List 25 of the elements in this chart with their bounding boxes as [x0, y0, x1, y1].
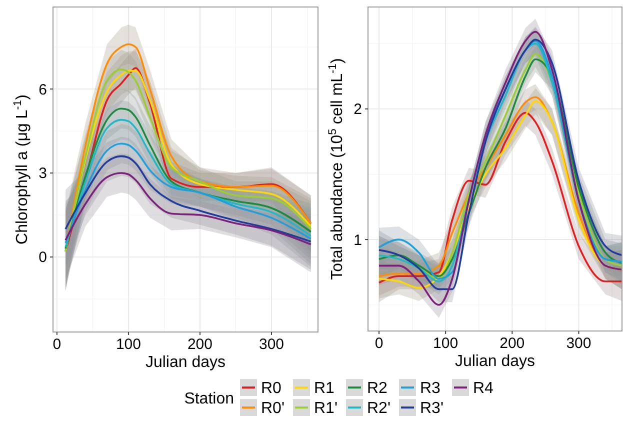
- legend-label: R2: [367, 380, 388, 398]
- x-tick-label: 100: [116, 336, 141, 353]
- x-tick-label: 100: [433, 335, 458, 352]
- x-tick-label: 0: [52, 336, 62, 353]
- y-tick-label: 1: [354, 232, 362, 249]
- x-axis-title: Julian days: [454, 353, 536, 370]
- legend-label: R3: [420, 380, 441, 398]
- legend-title: Station: [184, 390, 234, 408]
- y-tick-label: 0: [38, 249, 47, 266]
- legend-label: R1': [314, 400, 338, 418]
- legend-label: R0: [261, 380, 282, 398]
- legend-label: R0': [261, 400, 285, 418]
- x-axis-title: Julian days: [145, 354, 226, 371]
- y-tick-label: 2: [354, 101, 362, 118]
- x-tick-label: 300: [566, 335, 592, 352]
- x-tick-label: 200: [187, 336, 212, 353]
- legend-label: R3': [420, 400, 444, 418]
- legend-label: R2': [367, 400, 391, 418]
- x-tick-label: 300: [258, 336, 284, 353]
- legend-label: R4: [473, 380, 494, 398]
- legend-label: R1: [314, 380, 335, 398]
- y-tick-label: 6: [38, 81, 47, 98]
- y-tick-label: 3: [38, 165, 47, 182]
- x-tick-label: 200: [500, 335, 525, 352]
- x-tick-label: 0: [374, 335, 384, 352]
